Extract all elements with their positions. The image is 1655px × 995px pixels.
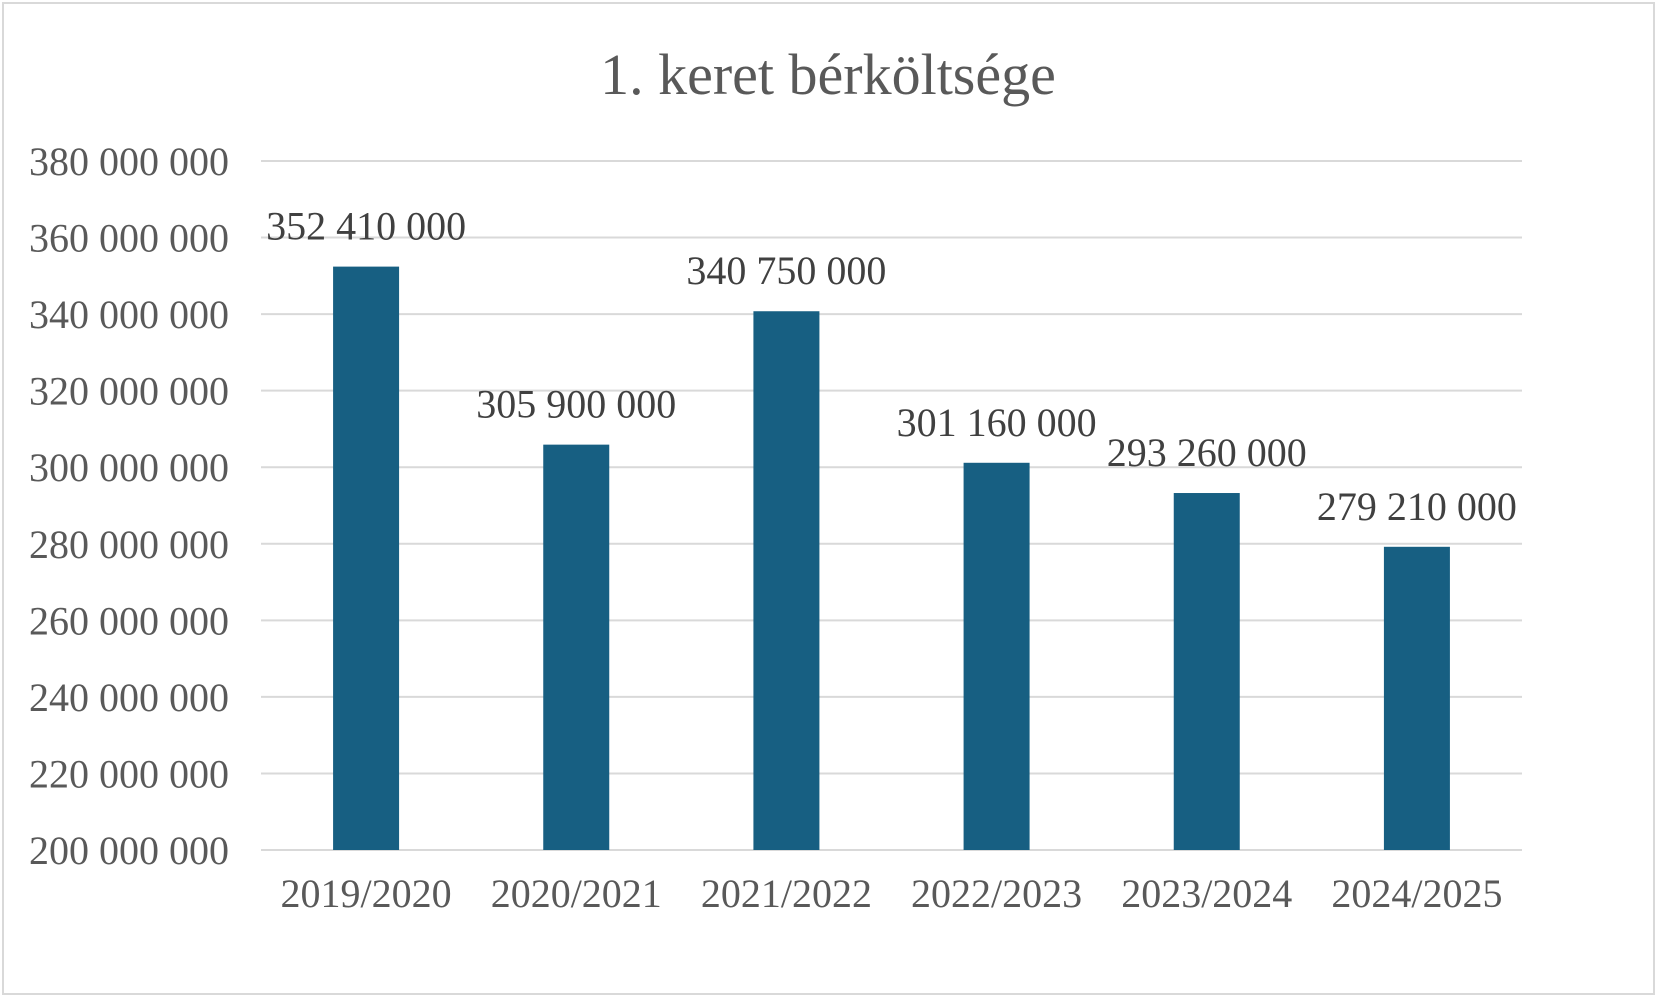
bar — [543, 444, 610, 850]
data-label: 352 410 000 — [266, 204, 466, 249]
x-axis-tick-labels: 2019/2020 2020/2021 2021/2022 2022/2023 2023… — [281, 871, 1503, 916]
chart-title: 1. keret bérköltsége — [600, 42, 1056, 107]
bar — [333, 266, 400, 850]
x-tick-label: 2022/2023 — [911, 871, 1082, 916]
x-tick-label: 2019/2020 — [281, 871, 452, 916]
bar — [963, 462, 1030, 850]
y-tick-label: 380 000 000 — [29, 139, 229, 184]
bar — [1173, 493, 1240, 850]
data-labels: 352 410 000 305 900 000 340 750 000 301 160… — [266, 204, 1517, 529]
bar — [1383, 546, 1450, 850]
y-tick-label: 260 000 000 — [29, 598, 229, 643]
data-label: 293 260 000 — [1107, 430, 1307, 475]
y-tick-label: 320 000 000 — [29, 369, 229, 414]
data-label: 301 160 000 — [897, 400, 1097, 445]
y-tick-label: 220 000 000 — [29, 751, 229, 796]
data-label: 340 750 000 — [686, 248, 886, 293]
y-tick-label: 340 000 000 — [29, 292, 229, 337]
y-tick-label: 280 000 000 — [29, 522, 229, 567]
y-tick-label: 360 000 000 — [29, 216, 229, 261]
data-label: 305 900 000 — [476, 382, 676, 427]
bar — [753, 311, 820, 851]
y-tick-label: 200 000 000 — [29, 828, 229, 873]
bars — [333, 266, 1450, 851]
data-label: 279 210 000 — [1317, 484, 1517, 529]
y-axis-tick-labels: 200 000 000 220 000 000 240 000 000 260 000… — [29, 139, 229, 873]
x-tick-label: 2021/2022 — [701, 871, 872, 916]
gridlines — [261, 160, 1522, 851]
y-tick-label: 300 000 000 — [29, 445, 229, 490]
bar-chart: 1. keret bérköltsége 200 000 000 220 000 … — [29, 42, 1522, 916]
x-tick-label: 2024/2025 — [1331, 871, 1502, 916]
x-tick-label: 2023/2024 — [1121, 871, 1292, 916]
x-tick-label: 2020/2021 — [491, 871, 662, 916]
y-tick-label: 240 000 000 — [29, 675, 229, 720]
